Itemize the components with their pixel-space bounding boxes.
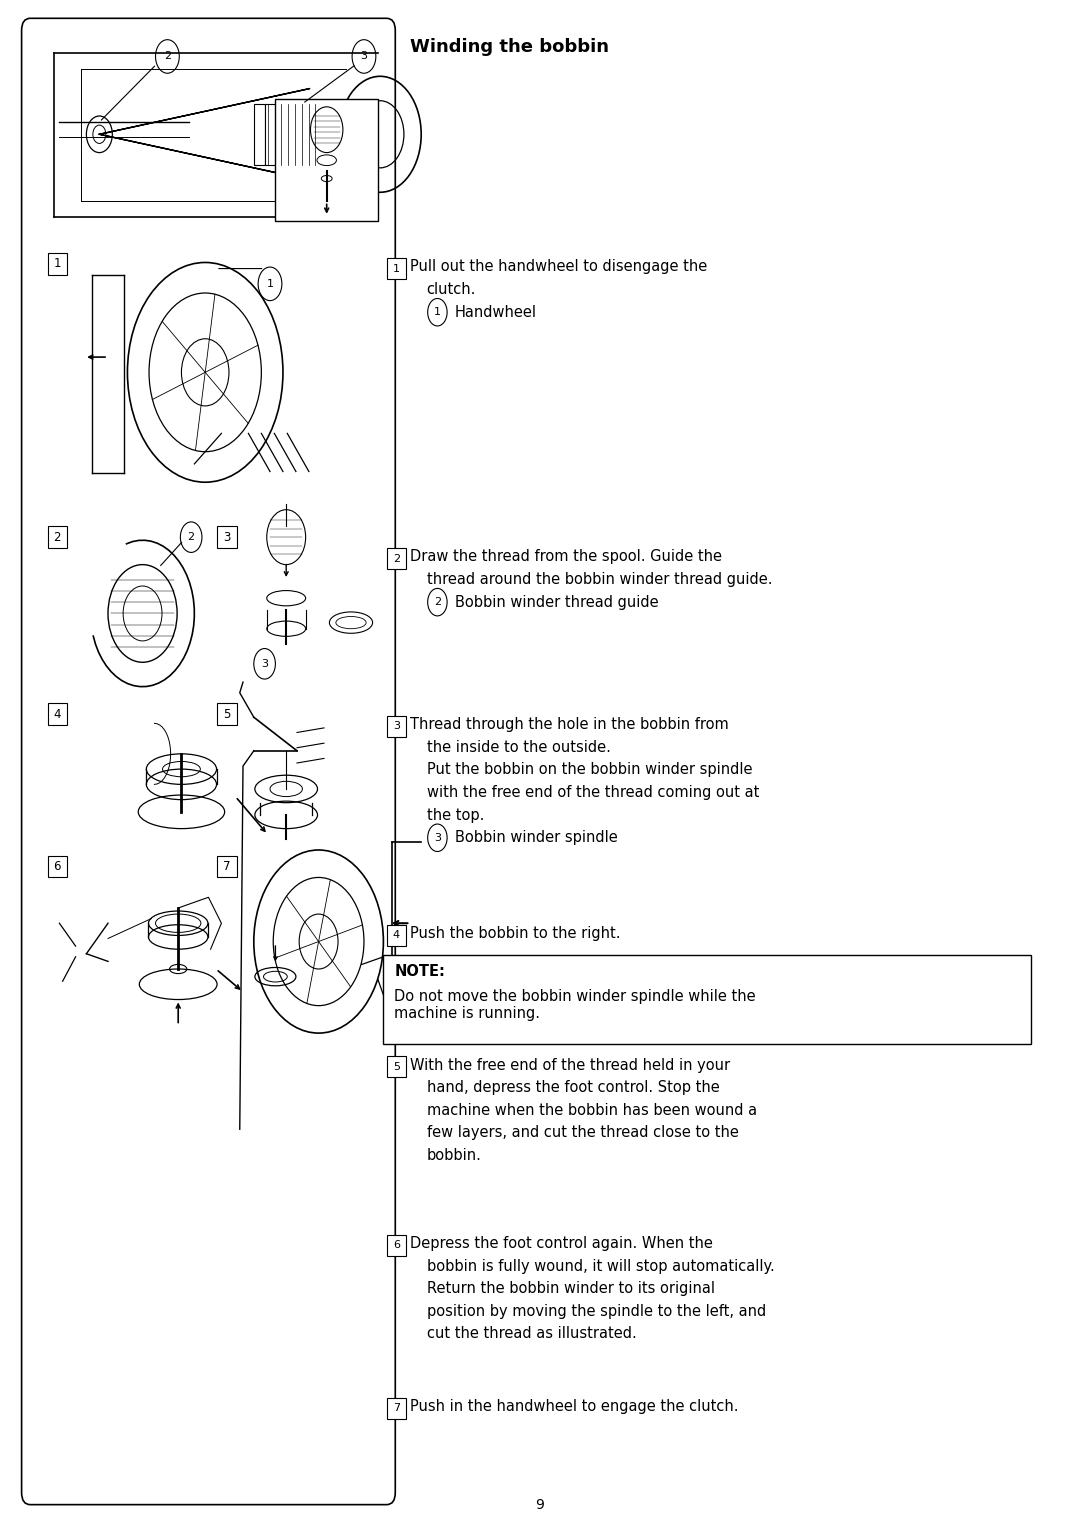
Text: cut the thread as illustrated.: cut the thread as illustrated.	[427, 1326, 636, 1341]
Bar	[387, 716, 406, 737]
Bar	[275, 99, 378, 221]
Bar	[217, 526, 237, 548]
Bar	[387, 925, 406, 946]
Text: 1: 1	[267, 279, 273, 288]
Text: 1: 1	[54, 258, 60, 270]
Text: 3: 3	[361, 52, 367, 61]
Text: Bobbin winder spindle: Bobbin winder spindle	[455, 830, 618, 845]
FancyBboxPatch shape	[22, 18, 395, 1505]
Text: few layers, and cut the thread close to the: few layers, and cut the thread close to …	[427, 1125, 739, 1140]
Text: the top.: the top.	[427, 807, 484, 823]
Bar	[254, 104, 265, 165]
Text: bobbin is fully wound, it will stop automatically.: bobbin is fully wound, it will stop auto…	[427, 1259, 774, 1274]
Text: machine when the bobbin has been wound a: machine when the bobbin has been wound a	[427, 1103, 757, 1117]
Text: With the free end of the thread held in your: With the free end of the thread held in …	[410, 1058, 730, 1073]
Text: clutch.: clutch.	[427, 282, 476, 298]
Text: 2: 2	[188, 533, 194, 542]
Text: 2: 2	[54, 531, 60, 543]
Bar	[265, 104, 319, 165]
Text: position by moving the spindle to the left, and: position by moving the spindle to the le…	[427, 1303, 766, 1318]
Text: 3: 3	[224, 531, 230, 543]
Text: 3: 3	[393, 722, 400, 731]
Text: Bobbin winder thread guide: Bobbin winder thread guide	[455, 595, 659, 609]
Bar	[387, 1056, 406, 1077]
Text: NOTE:: NOTE:	[394, 964, 445, 980]
Text: 2: 2	[393, 554, 400, 563]
Bar	[387, 258, 406, 279]
Bar	[387, 1235, 406, 1256]
Text: 6: 6	[393, 1241, 400, 1250]
Text: 9: 9	[536, 1497, 544, 1512]
Text: Handwheel: Handwheel	[455, 305, 537, 319]
Text: 3: 3	[434, 833, 441, 842]
Text: Do not move the bobbin winder spindle while the
machine is running.: Do not move the bobbin winder spindle wh…	[394, 989, 756, 1021]
Text: Depress the foot control again. When the: Depress the foot control again. When the	[410, 1236, 713, 1251]
Text: bobbin.: bobbin.	[427, 1148, 482, 1163]
Bar	[48, 526, 67, 548]
Text: 6: 6	[54, 861, 60, 873]
Text: with the free end of the thread coming out at: with the free end of the thread coming o…	[427, 784, 759, 800]
Text: Return the bobbin winder to its original: Return the bobbin winder to its original	[427, 1282, 715, 1296]
Text: 4: 4	[54, 708, 60, 720]
Bar	[48, 253, 67, 275]
Bar	[48, 856, 67, 877]
Text: Winding the bobbin: Winding the bobbin	[410, 38, 609, 56]
Text: 4: 4	[393, 931, 400, 940]
Text: 3: 3	[261, 659, 268, 668]
Text: Pull out the handwheel to disengage the: Pull out the handwheel to disengage the	[410, 259, 707, 275]
Text: hand, depress the foot control. Stop the: hand, depress the foot control. Stop the	[427, 1080, 719, 1096]
Text: 2: 2	[434, 597, 441, 607]
Text: Put the bobbin on the bobbin winder spindle: Put the bobbin on the bobbin winder spin…	[427, 763, 752, 777]
Bar	[48, 703, 67, 725]
Text: Push the bobbin to the right.: Push the bobbin to the right.	[410, 926, 621, 942]
Bar	[319, 104, 329, 165]
Bar	[217, 703, 237, 725]
Text: 5: 5	[393, 1062, 400, 1071]
Text: 2: 2	[164, 52, 171, 61]
Bar	[387, 548, 406, 569]
Text: thread around the bobbin winder thread guide.: thread around the bobbin winder thread g…	[427, 572, 772, 588]
Text: Push in the handwheel to engage the clutch.: Push in the handwheel to engage the clut…	[410, 1399, 739, 1415]
Text: Draw the thread from the spool. Guide the: Draw the thread from the spool. Guide th…	[410, 549, 723, 565]
Bar	[383, 955, 1031, 1044]
Text: Thread through the hole in the bobbin from: Thread through the hole in the bobbin fr…	[410, 717, 729, 732]
Text: 7: 7	[224, 861, 230, 873]
Text: 1: 1	[393, 264, 400, 273]
Text: the inside to the outside.: the inside to the outside.	[427, 740, 610, 755]
Text: 7: 7	[393, 1404, 400, 1413]
Bar	[387, 1398, 406, 1419]
Text: 5: 5	[224, 708, 230, 720]
Text: 1: 1	[434, 307, 441, 317]
Bar	[217, 856, 237, 877]
